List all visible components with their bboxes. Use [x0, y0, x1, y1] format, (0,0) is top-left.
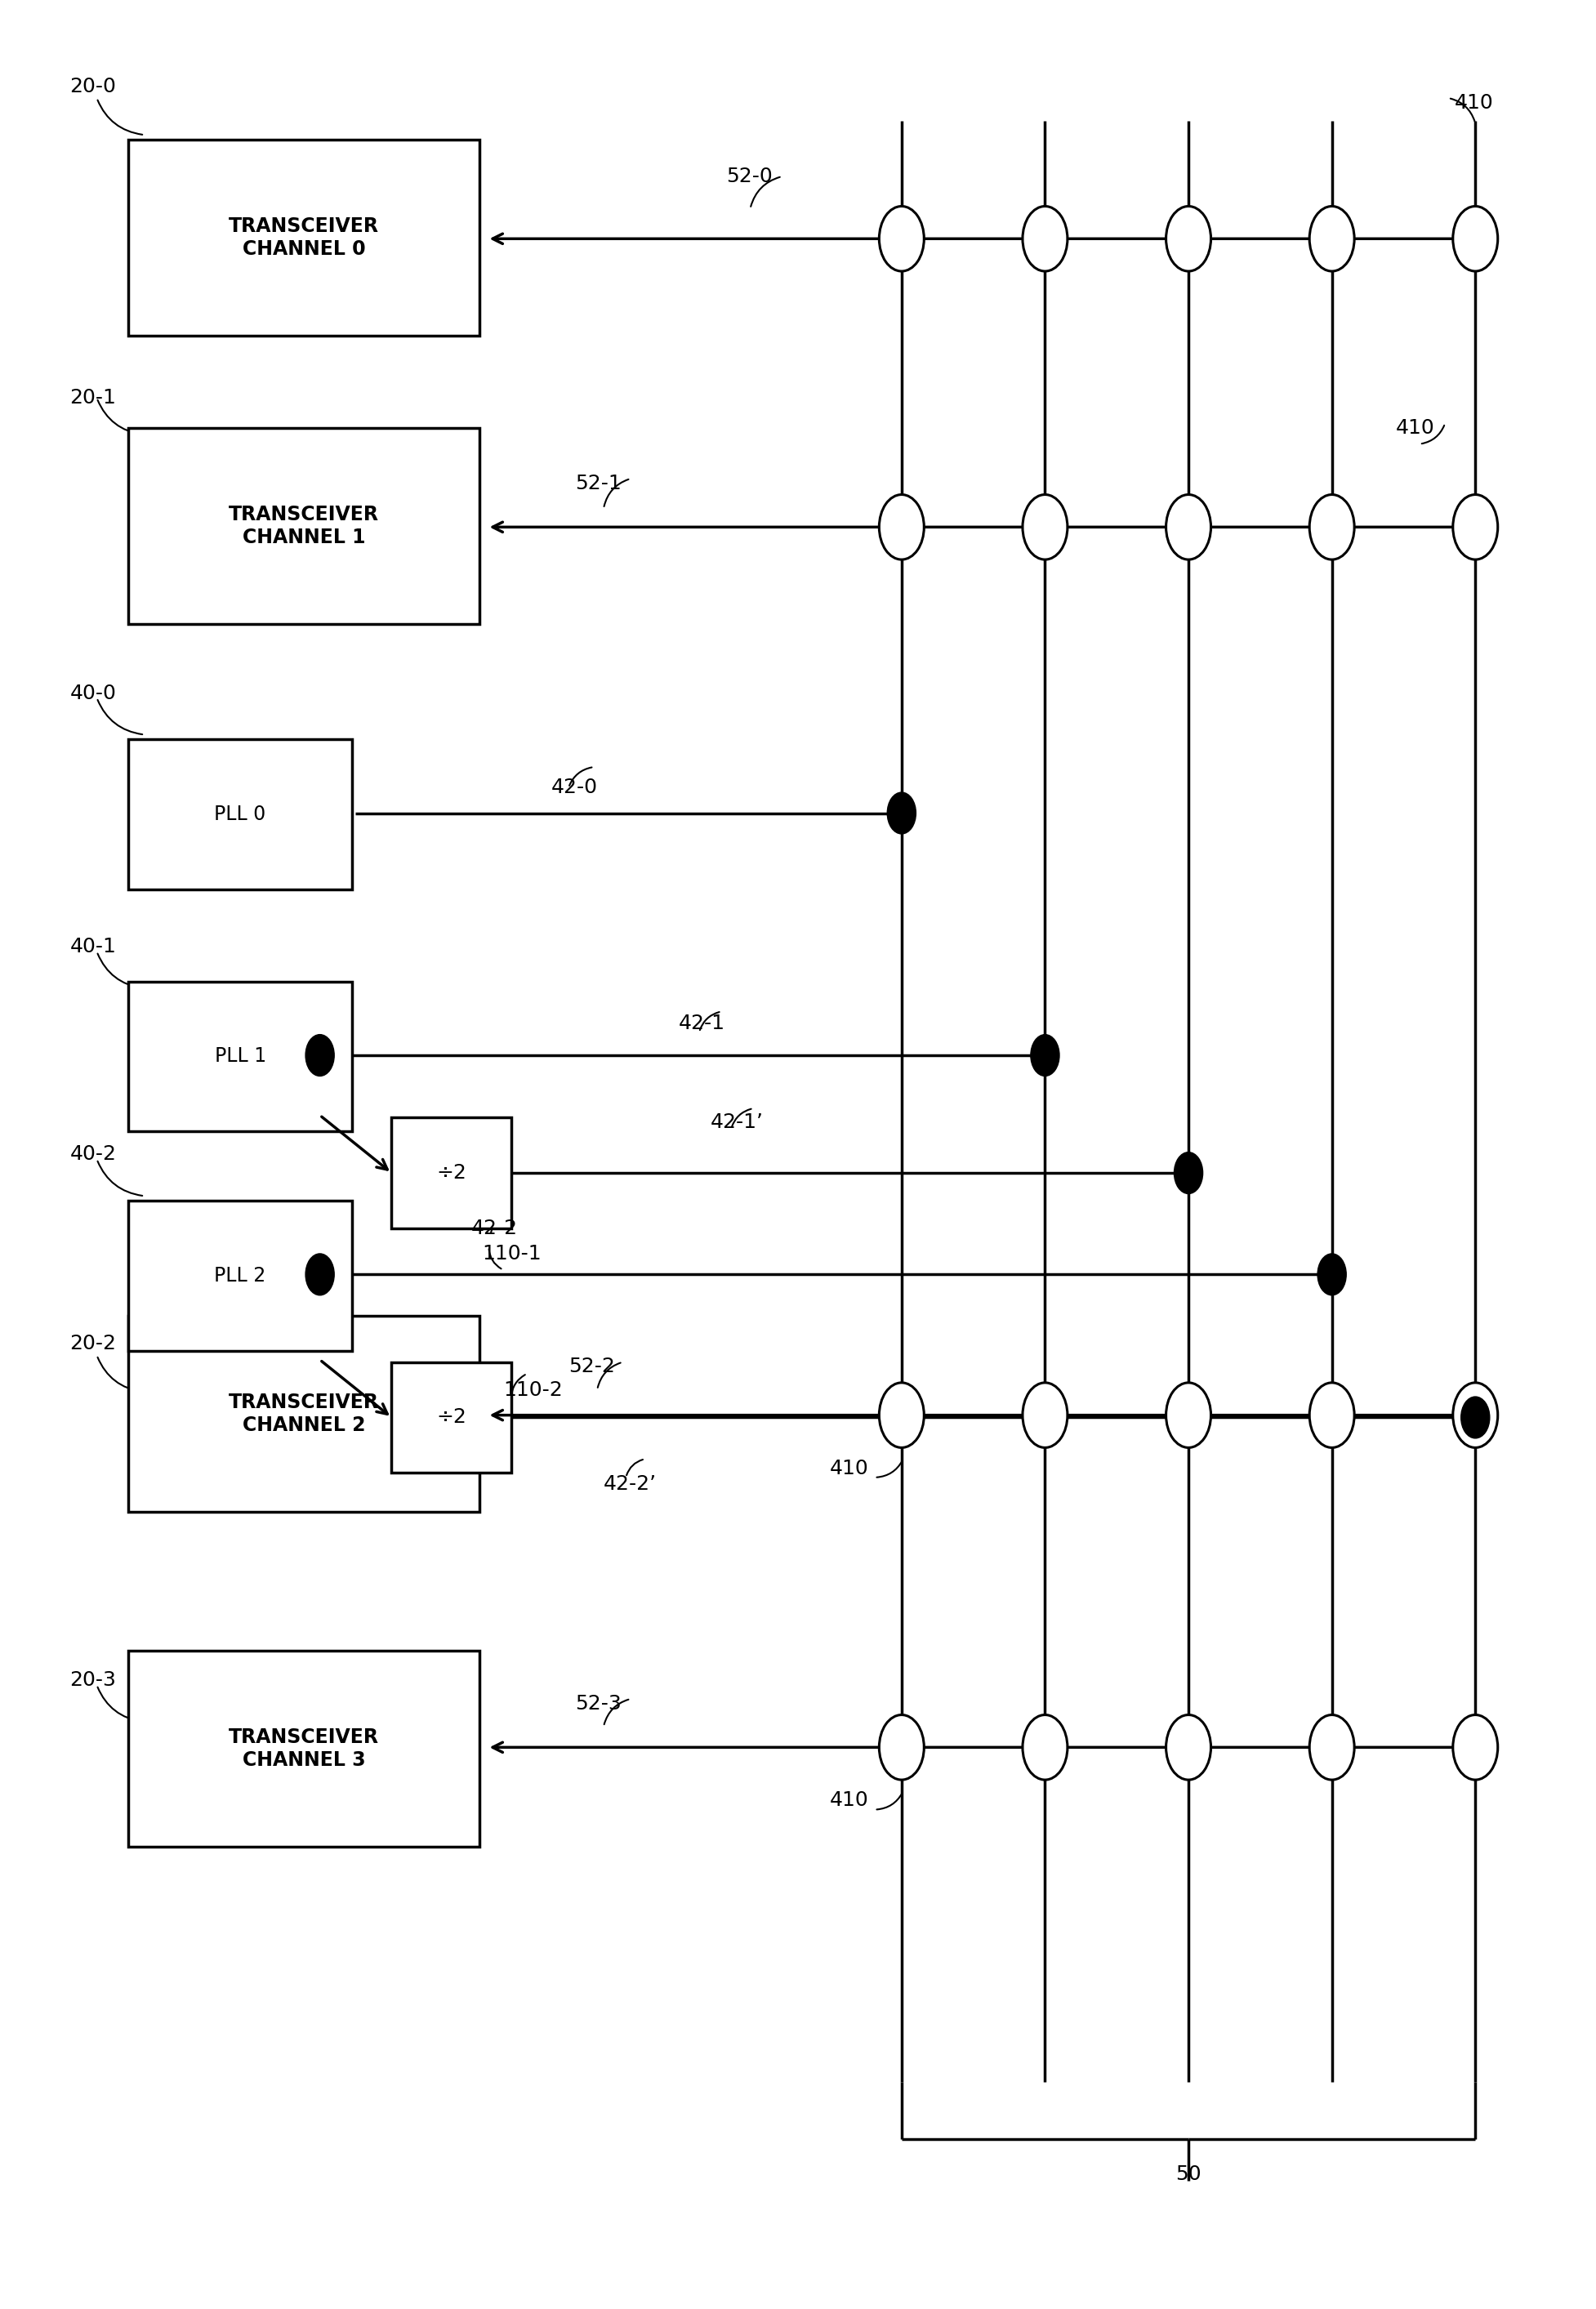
FancyBboxPatch shape: [129, 739, 351, 889]
Circle shape: [1023, 1383, 1068, 1448]
Circle shape: [1167, 206, 1211, 270]
Circle shape: [1452, 494, 1497, 559]
Circle shape: [1460, 1397, 1489, 1439]
Text: 42-0: 42-0: [551, 778, 597, 797]
Text: 410: 410: [830, 1789, 868, 1810]
Text: 52-3: 52-3: [575, 1695, 621, 1713]
Circle shape: [887, 792, 916, 834]
Circle shape: [879, 1383, 924, 1448]
FancyBboxPatch shape: [129, 981, 351, 1131]
FancyBboxPatch shape: [129, 1651, 479, 1847]
Circle shape: [1023, 494, 1068, 559]
Text: 20-0: 20-0: [70, 76, 117, 97]
Text: 110-2: 110-2: [503, 1381, 562, 1399]
Circle shape: [1167, 1716, 1211, 1780]
Circle shape: [1031, 1034, 1060, 1076]
Text: 20-2: 20-2: [70, 1335, 117, 1353]
Text: ÷2: ÷2: [436, 1164, 466, 1182]
Text: 20-3: 20-3: [70, 1672, 117, 1690]
Circle shape: [1309, 1383, 1355, 1448]
Circle shape: [305, 1034, 334, 1076]
FancyBboxPatch shape: [391, 1118, 511, 1228]
Text: 42-2’: 42-2’: [603, 1475, 658, 1494]
Text: 50: 50: [1176, 2164, 1202, 2184]
Circle shape: [1318, 1254, 1347, 1295]
Text: TRANSCEIVER
CHANNEL 1: TRANSCEIVER CHANNEL 1: [228, 506, 380, 547]
Text: 20-1: 20-1: [70, 388, 117, 409]
Text: 40-2: 40-2: [70, 1145, 117, 1164]
Text: 42-1: 42-1: [678, 1014, 725, 1032]
Text: 52-0: 52-0: [726, 166, 772, 187]
Circle shape: [1309, 1716, 1355, 1780]
FancyBboxPatch shape: [129, 1316, 479, 1512]
Circle shape: [1452, 206, 1497, 270]
Text: TRANSCEIVER
CHANNEL 2: TRANSCEIVER CHANNEL 2: [228, 1392, 380, 1436]
Text: 410: 410: [1454, 92, 1494, 113]
Text: TRANSCEIVER
CHANNEL 3: TRANSCEIVER CHANNEL 3: [228, 1727, 380, 1769]
FancyBboxPatch shape: [391, 1362, 511, 1473]
Circle shape: [1023, 206, 1068, 270]
Text: 40-1: 40-1: [70, 937, 117, 956]
FancyBboxPatch shape: [129, 427, 479, 623]
Text: 410: 410: [1395, 418, 1435, 439]
Circle shape: [879, 494, 924, 559]
Text: TRANSCEIVER
CHANNEL 0: TRANSCEIVER CHANNEL 0: [228, 217, 380, 259]
Circle shape: [879, 206, 924, 270]
Circle shape: [1023, 1716, 1068, 1780]
Text: 52-2: 52-2: [568, 1358, 614, 1376]
Text: 410: 410: [830, 1459, 868, 1478]
FancyBboxPatch shape: [129, 139, 479, 335]
Text: 40-0: 40-0: [70, 683, 117, 702]
Circle shape: [1175, 1152, 1203, 1194]
Circle shape: [1167, 1383, 1211, 1448]
Circle shape: [1167, 494, 1211, 559]
Text: PLL 1: PLL 1: [214, 1046, 267, 1067]
Text: PLL 2: PLL 2: [214, 1265, 267, 1286]
Circle shape: [1309, 206, 1355, 270]
Text: 42-1’: 42-1’: [710, 1113, 763, 1131]
Circle shape: [1309, 494, 1355, 559]
Circle shape: [879, 1716, 924, 1780]
Text: 52-1: 52-1: [575, 473, 621, 494]
Text: 110-1: 110-1: [482, 1245, 541, 1263]
Text: PLL 0: PLL 0: [214, 804, 267, 824]
Circle shape: [1452, 1383, 1497, 1448]
Text: ÷2: ÷2: [436, 1408, 466, 1427]
FancyBboxPatch shape: [129, 1201, 351, 1351]
Text: 42-2: 42-2: [471, 1219, 519, 1238]
Circle shape: [305, 1254, 334, 1295]
Circle shape: [1452, 1716, 1497, 1780]
